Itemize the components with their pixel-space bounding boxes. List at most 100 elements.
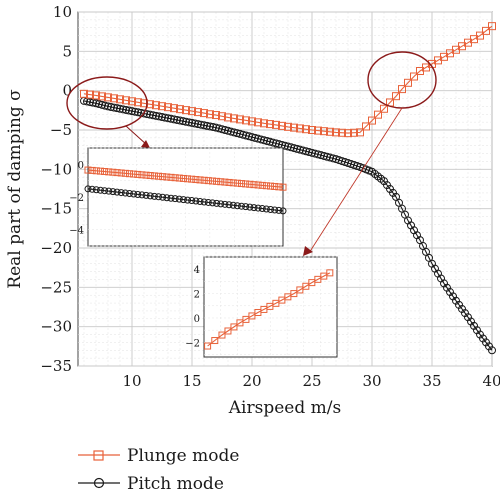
data-point-pitch bbox=[116, 104, 124, 113]
data-point-inset-pitch bbox=[130, 190, 138, 198]
data-point-pitch bbox=[194, 120, 202, 129]
data-point-inset-plunge bbox=[238, 180, 246, 188]
legend-label-plunge: Plunge mode bbox=[127, 446, 239, 466]
data-point-pitch bbox=[110, 103, 118, 112]
data-point-pitch bbox=[197, 120, 205, 129]
inset-y-tick-label: 2 bbox=[194, 290, 200, 301]
data-point-plunge bbox=[272, 120, 280, 129]
data-point-pitch bbox=[179, 117, 187, 126]
data-point-plunge bbox=[218, 112, 226, 121]
data-point-pitch bbox=[239, 130, 247, 139]
data-point-plunge bbox=[116, 95, 124, 104]
data-point-pitch bbox=[263, 137, 271, 146]
data-point-inset-plunge bbox=[211, 337, 219, 345]
data-point-pitch bbox=[131, 107, 139, 116]
annotations bbox=[66, 51, 437, 256]
legend-label-pitch: Pitch mode bbox=[127, 474, 224, 494]
data-point-inset-pitch bbox=[109, 188, 117, 196]
data-point-plunge bbox=[284, 122, 292, 131]
data-point-inset-plunge bbox=[179, 174, 187, 182]
data-point-inset-pitch bbox=[188, 197, 196, 205]
data-point-pitch bbox=[311, 149, 319, 158]
data-point-inset-plunge bbox=[246, 180, 254, 188]
data-point-plunge bbox=[374, 110, 382, 119]
data-point-inset-plunge bbox=[105, 168, 113, 176]
data-point-inset-plunge bbox=[155, 172, 163, 180]
data-point-inset-plunge bbox=[230, 323, 238, 331]
inset-y-tick-label: −4 bbox=[69, 226, 84, 237]
data-point-plunge bbox=[296, 124, 304, 133]
data-point-inset-plunge bbox=[279, 183, 287, 191]
data-point-plunge bbox=[182, 106, 190, 115]
data-point-inset-pitch bbox=[92, 186, 100, 194]
data-point-inset-plunge bbox=[167, 173, 175, 181]
data-point-plunge bbox=[164, 103, 172, 112]
data-point-inset-pitch bbox=[250, 204, 258, 212]
data-point-pitch bbox=[326, 153, 334, 162]
data-point-pitch bbox=[272, 139, 280, 148]
data-point-pitch bbox=[284, 142, 292, 151]
data-point-inset-plunge bbox=[254, 181, 262, 189]
legend: Plunge mode Pitch mode bbox=[78, 446, 239, 494]
y-tick-label: −30 bbox=[40, 318, 72, 336]
data-point-plunge bbox=[476, 31, 484, 40]
data-point-inset-pitch bbox=[163, 194, 171, 202]
data-point-inset-plunge bbox=[250, 181, 258, 189]
data-point-inset-pitch bbox=[113, 188, 121, 196]
data-point-pitch bbox=[224, 126, 232, 135]
data-point-pitch bbox=[167, 114, 175, 123]
data-point-inset-plunge bbox=[96, 167, 104, 175]
data-point-pitch bbox=[269, 138, 277, 147]
data-point-plunge bbox=[380, 104, 388, 113]
data-point-pitch bbox=[305, 148, 313, 157]
data-point-plunge bbox=[302, 125, 310, 134]
data-point-pitch bbox=[299, 146, 307, 155]
data-point-pitch bbox=[107, 102, 115, 111]
data-point-plunge bbox=[338, 128, 346, 137]
data-point-plunge bbox=[128, 97, 136, 106]
data-point-pitch bbox=[221, 126, 229, 134]
data-point-plunge bbox=[122, 96, 130, 105]
inset-chart-left: 0 −2 −4 bbox=[69, 147, 287, 247]
data-point-pitch bbox=[257, 135, 265, 144]
data-point-pitch bbox=[122, 105, 130, 114]
x-tick-label: 35 bbox=[422, 372, 441, 390]
data-point-inset-plunge bbox=[121, 169, 129, 177]
pointer-line-left bbox=[125, 125, 148, 146]
data-point-plunge bbox=[332, 128, 340, 137]
data-point-inset-plunge bbox=[84, 166, 92, 174]
data-point-inset-plunge bbox=[267, 182, 275, 190]
data-point-inset-pitch bbox=[271, 206, 279, 214]
insets: 0 −2 −4 4 2 0 −2 bbox=[69, 147, 338, 358]
data-point-pitch bbox=[290, 144, 298, 153]
data-point-plunge bbox=[236, 115, 244, 124]
data-point-pitch bbox=[170, 115, 178, 124]
inset-y-tick-label: 4 bbox=[194, 265, 200, 276]
data-point-inset-pitch bbox=[117, 189, 125, 197]
data-point-pitch bbox=[155, 112, 163, 121]
data-point-inset-pitch bbox=[184, 196, 192, 204]
data-point-inset-pitch bbox=[142, 191, 150, 199]
data-point-pitch bbox=[149, 111, 157, 120]
legend-marker-circle-icon bbox=[93, 477, 105, 489]
x-tick-label: 10 bbox=[122, 372, 141, 390]
data-point-plunge bbox=[188, 107, 196, 116]
data-point-pitch bbox=[248, 133, 256, 142]
data-point-plunge bbox=[224, 113, 232, 122]
data-point-inset-pitch bbox=[138, 191, 146, 199]
data-point-inset-plunge bbox=[221, 178, 229, 186]
data-point-plunge bbox=[260, 119, 268, 128]
data-point-inset-pitch bbox=[88, 185, 96, 193]
data-point-inset-plunge bbox=[92, 167, 100, 175]
data-point-inset-plunge bbox=[242, 180, 250, 188]
data-point-plunge bbox=[80, 89, 88, 98]
inset-y-tick-label: 0 bbox=[78, 160, 84, 171]
data-point-plunge bbox=[242, 116, 250, 125]
data-point-inset-plunge bbox=[101, 168, 109, 176]
data-point-inset-pitch bbox=[217, 200, 225, 208]
y-tick-label: 0 bbox=[62, 82, 72, 100]
data-point-inset-pitch bbox=[200, 198, 208, 206]
data-point-plunge bbox=[134, 98, 142, 107]
data-point-inset-pitch bbox=[105, 187, 113, 195]
data-point-inset-plunge bbox=[233, 179, 241, 187]
